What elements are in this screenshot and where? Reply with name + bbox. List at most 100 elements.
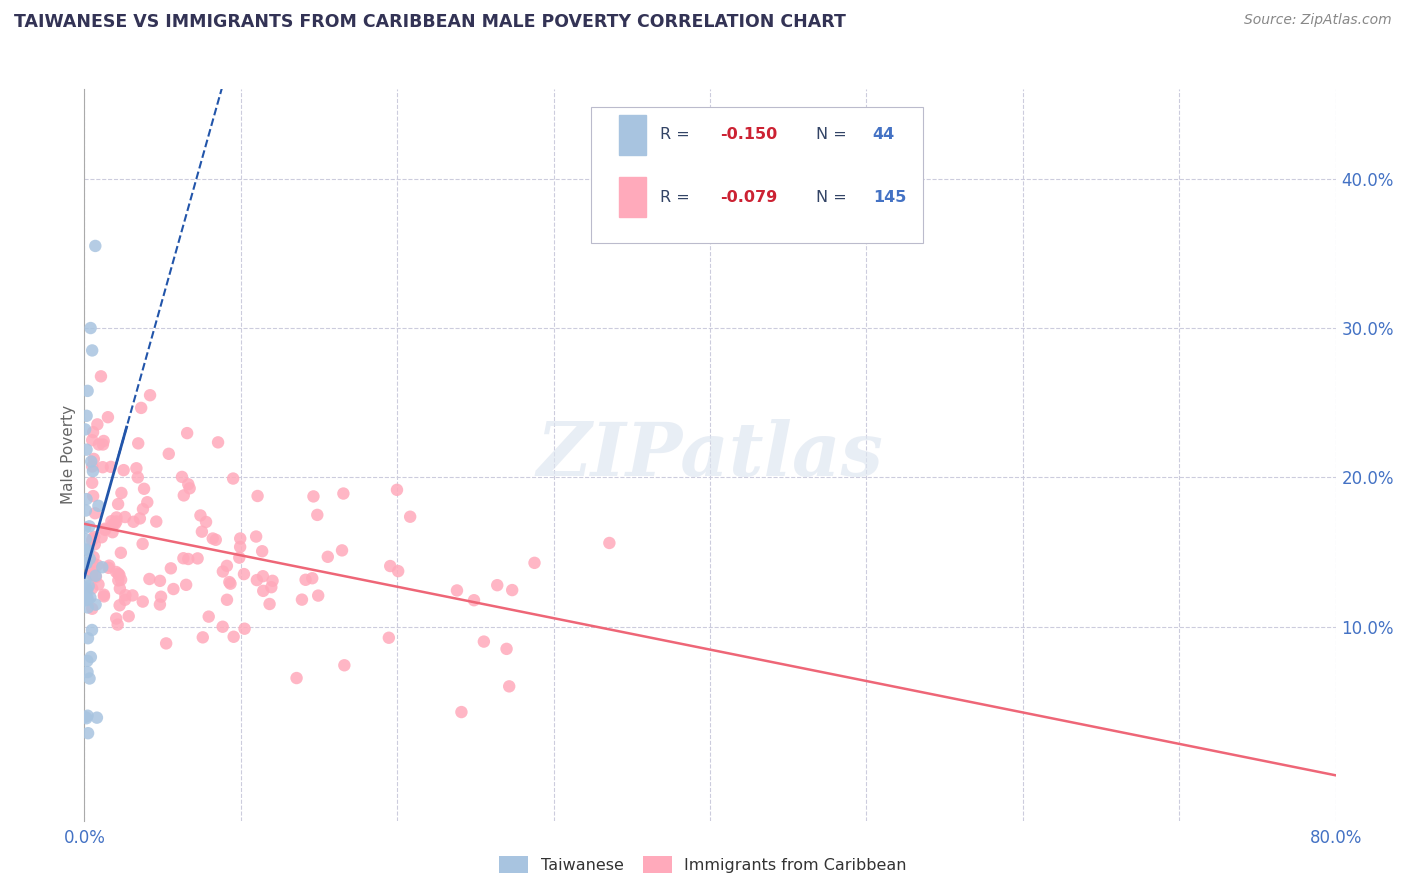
Point	[82, 567, 104, 582]
Point	[174, 578, 197, 592]
Point	[84, 598, 107, 612]
Point	[77, 579, 100, 593]
Point	[82, 533, 104, 548]
Point	[118, 609, 141, 624]
Point	[91, 560, 114, 574]
Point	[93, 590, 115, 604]
Text: R =: R =	[659, 190, 695, 204]
Text: N =: N =	[817, 128, 852, 143]
Point	[79, 519, 101, 533]
Point	[332, 486, 354, 500]
Point	[83, 537, 105, 551]
Point	[86, 558, 108, 573]
Point	[110, 546, 132, 560]
Text: TAIWANESE VS IMMIGRANTS FROM CARIBBEAN MALE POVERTY CORRELATION CHART: TAIWANESE VS IMMIGRANTS FROM CARIBBEAN M…	[14, 13, 846, 31]
Point	[76, 442, 98, 457]
Point	[76, 592, 98, 607]
Point	[107, 617, 129, 632]
Point	[252, 569, 274, 583]
Point	[80, 650, 103, 665]
Y-axis label: Male Poverty: Male Poverty	[60, 405, 76, 505]
Point	[316, 549, 339, 564]
Point	[101, 517, 124, 532]
Point	[215, 558, 238, 573]
Point	[98, 558, 121, 573]
Text: ZIPatlas: ZIPatlas	[537, 418, 883, 491]
FancyBboxPatch shape	[619, 115, 647, 155]
Point	[97, 561, 120, 575]
Point	[76, 384, 98, 398]
Point	[75, 587, 97, 601]
Point	[307, 589, 329, 603]
Point	[80, 623, 103, 637]
Point	[108, 582, 131, 596]
Point	[108, 599, 131, 613]
Point	[378, 631, 401, 645]
Point	[76, 409, 98, 423]
Point	[83, 550, 105, 565]
Point	[294, 573, 316, 587]
Point	[76, 557, 98, 571]
Point	[173, 488, 195, 502]
Point	[90, 530, 112, 544]
Point	[229, 532, 252, 546]
Point	[91, 437, 114, 451]
Point	[191, 631, 214, 645]
Point	[472, 634, 495, 648]
Point	[132, 594, 155, 608]
Text: 44: 44	[873, 128, 896, 143]
Point	[260, 580, 283, 594]
Point	[246, 573, 269, 587]
Point	[77, 726, 100, 740]
Point	[191, 524, 214, 539]
Point	[76, 665, 98, 679]
Point	[212, 565, 235, 579]
Point	[75, 422, 97, 436]
Point	[75, 582, 97, 596]
Point	[82, 459, 104, 474]
Point	[215, 592, 238, 607]
Text: N =: N =	[817, 190, 852, 204]
Point	[250, 544, 273, 558]
Point	[150, 590, 173, 604]
FancyBboxPatch shape	[591, 108, 922, 243]
Point	[82, 532, 104, 546]
Point	[82, 601, 104, 615]
Point	[463, 593, 485, 607]
Point	[222, 471, 245, 485]
Point	[105, 515, 128, 529]
Point	[79, 321, 101, 335]
Point	[195, 515, 218, 529]
Point	[187, 551, 209, 566]
Point	[105, 611, 128, 625]
Point	[80, 454, 103, 468]
Point	[86, 417, 108, 432]
Point	[229, 540, 252, 554]
Point	[76, 600, 98, 615]
Point	[114, 588, 136, 602]
Point	[197, 609, 219, 624]
Point	[246, 489, 269, 503]
Point	[139, 388, 162, 402]
Point	[83, 530, 105, 544]
Point	[82, 475, 104, 490]
Point	[87, 499, 110, 513]
Point	[218, 575, 240, 590]
Point	[87, 437, 110, 451]
Point	[177, 552, 200, 566]
Text: -0.079: -0.079	[720, 190, 778, 204]
Point	[486, 578, 509, 592]
Point	[82, 343, 104, 358]
Point	[125, 461, 148, 475]
Point	[259, 597, 281, 611]
Point	[93, 588, 115, 602]
Point	[110, 573, 132, 587]
Point	[145, 515, 167, 529]
Point	[446, 583, 468, 598]
Text: Source: ZipAtlas.com: Source: ZipAtlas.com	[1244, 13, 1392, 28]
Point	[127, 436, 149, 450]
Point	[75, 542, 97, 557]
Point	[233, 567, 256, 582]
Point	[252, 583, 274, 598]
Point	[179, 481, 201, 495]
